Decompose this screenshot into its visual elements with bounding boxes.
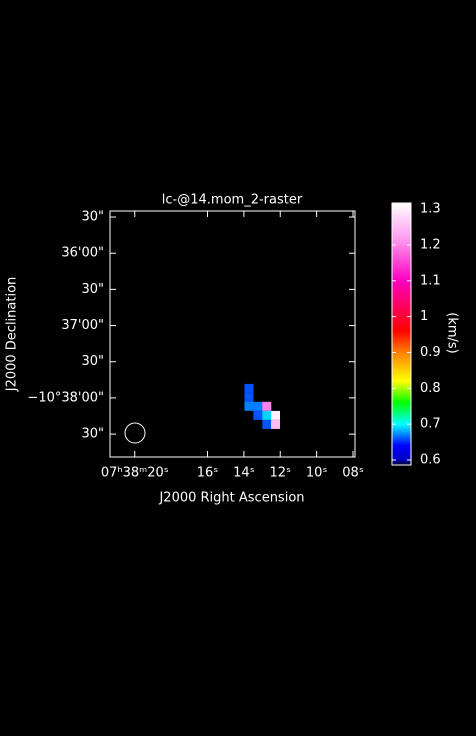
colorbar-tick-label: 0.9 — [420, 345, 441, 360]
raster-pixel — [271, 419, 281, 429]
y-tick-label: 30" — [81, 210, 104, 225]
raster-pixel — [271, 410, 281, 420]
plot-area — [244, 383, 281, 429]
y-tick-label: 30" — [81, 282, 104, 297]
colorbar — [391, 202, 412, 466]
y-tick-label: 37'00" — [61, 318, 104, 333]
colorbar-tick-label: 0.8 — [420, 381, 441, 396]
raster-pixel — [262, 410, 272, 420]
raster-pixel — [244, 401, 254, 411]
raster-pixel — [262, 419, 272, 429]
raster-pixel — [262, 401, 272, 411]
y-axis-label: J2000 Declination — [5, 277, 20, 393]
colorbar-tick-label: 0.6 — [420, 452, 441, 467]
colorbar-tick-label: 0.7 — [420, 417, 441, 432]
colorbar-label: (km/s) — [445, 312, 460, 354]
x-tick-label: 10ˢ — [306, 466, 328, 481]
colorbar-tick-label: 1 — [420, 309, 428, 324]
x-tick-label: 08ˢ — [342, 466, 364, 481]
raster-pixel — [253, 401, 263, 411]
y-tick-label: 30" — [81, 427, 104, 442]
y-tick-label: 30" — [81, 354, 104, 369]
chart-title: lc-@14.mom_2-raster — [162, 193, 303, 208]
colorbar-tick-label: 1.1 — [420, 273, 441, 288]
raster-pixel — [253, 410, 263, 420]
x-tick-label: 12ˢ — [270, 466, 292, 481]
y-tick-label: 36'00" — [61, 246, 104, 261]
x-tick-label: 07ʰ38ᵐ20ˢ — [101, 466, 169, 481]
beam — [124, 422, 146, 444]
colorbar-tick-label: 1.3 — [420, 202, 441, 217]
x-axis-label: J2000 Right Ascension — [158, 491, 304, 506]
colorbar-tick-label: 1.2 — [420, 237, 441, 252]
y-tick-label: −10°38'00" — [27, 390, 104, 405]
x-tick-label: 14ˢ — [233, 466, 255, 481]
raster-pixel — [244, 383, 254, 393]
raster-pixel — [244, 392, 254, 402]
plot-frame — [109, 210, 356, 458]
x-tick-label: 16ˢ — [197, 466, 219, 481]
